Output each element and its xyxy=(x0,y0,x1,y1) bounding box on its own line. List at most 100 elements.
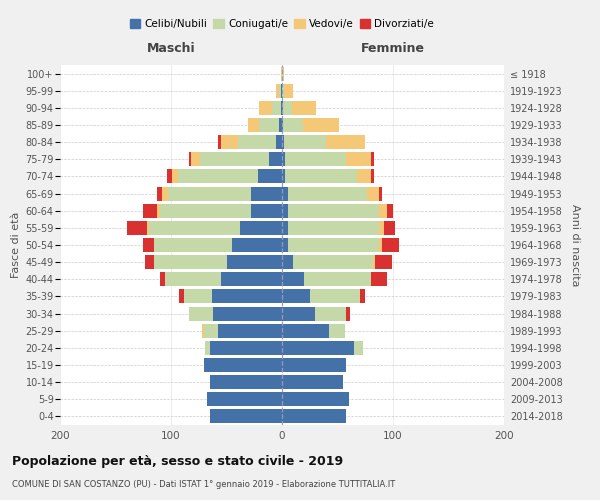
Bar xyxy=(143,204,157,218)
Bar xyxy=(204,358,282,372)
Bar xyxy=(282,375,343,389)
Bar xyxy=(145,255,154,269)
Bar xyxy=(154,238,232,252)
Bar xyxy=(218,324,282,338)
Bar xyxy=(278,118,282,132)
Bar xyxy=(282,324,329,338)
Bar xyxy=(354,341,363,355)
Bar xyxy=(160,272,166,286)
Bar xyxy=(282,255,293,269)
Bar xyxy=(213,306,282,320)
Legend: Celibi/Nubili, Coniugati/e, Vedovi/e, Divorziati/e: Celibi/Nubili, Coniugati/e, Vedovi/e, Di… xyxy=(127,16,437,32)
Bar xyxy=(282,118,283,132)
Bar xyxy=(160,204,251,218)
Bar xyxy=(189,152,191,166)
Bar xyxy=(210,375,282,389)
Bar xyxy=(178,170,257,183)
Bar xyxy=(303,118,338,132)
Bar xyxy=(382,238,398,252)
Bar xyxy=(179,290,184,304)
Bar xyxy=(282,101,283,115)
Bar xyxy=(146,221,149,235)
Bar xyxy=(379,238,382,252)
Bar xyxy=(202,324,204,338)
Bar xyxy=(251,186,282,200)
Bar xyxy=(281,101,282,115)
Bar xyxy=(240,221,282,235)
Bar xyxy=(373,255,375,269)
Bar xyxy=(157,186,162,200)
Bar xyxy=(346,306,350,320)
Bar xyxy=(269,152,282,166)
Bar xyxy=(346,152,371,166)
Bar xyxy=(259,118,278,132)
Y-axis label: Anni di nascita: Anni di nascita xyxy=(569,204,580,286)
Bar xyxy=(326,135,365,149)
Bar xyxy=(304,272,371,286)
Bar xyxy=(375,255,392,269)
Bar xyxy=(292,101,316,115)
Bar xyxy=(257,170,282,183)
Bar xyxy=(282,186,287,200)
Text: COMUNE DI SAN COSTANZO (PU) - Dati ISTAT 1° gennaio 2019 - Elaborazione TUTTITAL: COMUNE DI SAN COSTANZO (PU) - Dati ISTAT… xyxy=(12,480,395,489)
Bar xyxy=(316,306,346,320)
Bar xyxy=(329,324,345,338)
Bar xyxy=(210,410,282,424)
Text: Popolazione per età, sesso e stato civile - 2019: Popolazione per età, sesso e stato civil… xyxy=(12,455,343,468)
Bar xyxy=(371,170,374,183)
Bar xyxy=(282,392,349,406)
Bar xyxy=(191,152,200,166)
Bar xyxy=(248,118,259,132)
Bar xyxy=(167,170,172,183)
Bar xyxy=(282,306,316,320)
Bar xyxy=(127,221,146,235)
Bar xyxy=(162,186,167,200)
Bar xyxy=(284,135,326,149)
Bar xyxy=(281,84,282,98)
Bar xyxy=(287,186,367,200)
Bar xyxy=(282,204,287,218)
Bar xyxy=(157,204,160,218)
Bar xyxy=(282,410,346,424)
Bar xyxy=(259,101,272,115)
Bar xyxy=(358,170,371,183)
Bar xyxy=(282,66,284,80)
Bar xyxy=(282,221,287,235)
Bar xyxy=(205,341,210,355)
Bar xyxy=(310,290,360,304)
Bar xyxy=(184,290,212,304)
Bar xyxy=(282,84,284,98)
Bar xyxy=(166,272,221,286)
Bar xyxy=(218,135,221,149)
Bar xyxy=(227,255,282,269)
Bar xyxy=(379,186,382,200)
Bar xyxy=(206,392,282,406)
Bar xyxy=(282,341,354,355)
Text: Femmine: Femmine xyxy=(361,42,425,54)
Bar xyxy=(371,152,374,166)
Bar xyxy=(282,290,310,304)
Bar xyxy=(286,170,358,183)
Bar xyxy=(210,341,282,355)
Bar xyxy=(360,290,365,304)
Bar xyxy=(282,135,284,149)
Bar xyxy=(371,272,388,286)
Bar xyxy=(221,272,282,286)
Bar xyxy=(154,255,227,269)
Bar xyxy=(251,204,282,218)
Bar xyxy=(282,272,304,286)
Bar xyxy=(287,204,379,218)
Bar xyxy=(143,238,154,252)
Bar xyxy=(379,204,388,218)
Bar xyxy=(282,152,286,166)
Bar xyxy=(172,170,178,183)
Bar xyxy=(238,135,277,149)
Bar xyxy=(367,186,379,200)
Bar xyxy=(283,101,292,115)
Bar xyxy=(167,186,251,200)
Bar xyxy=(149,221,240,235)
Bar xyxy=(282,170,286,183)
Bar xyxy=(284,84,293,98)
Bar xyxy=(379,221,384,235)
Bar xyxy=(189,306,213,320)
